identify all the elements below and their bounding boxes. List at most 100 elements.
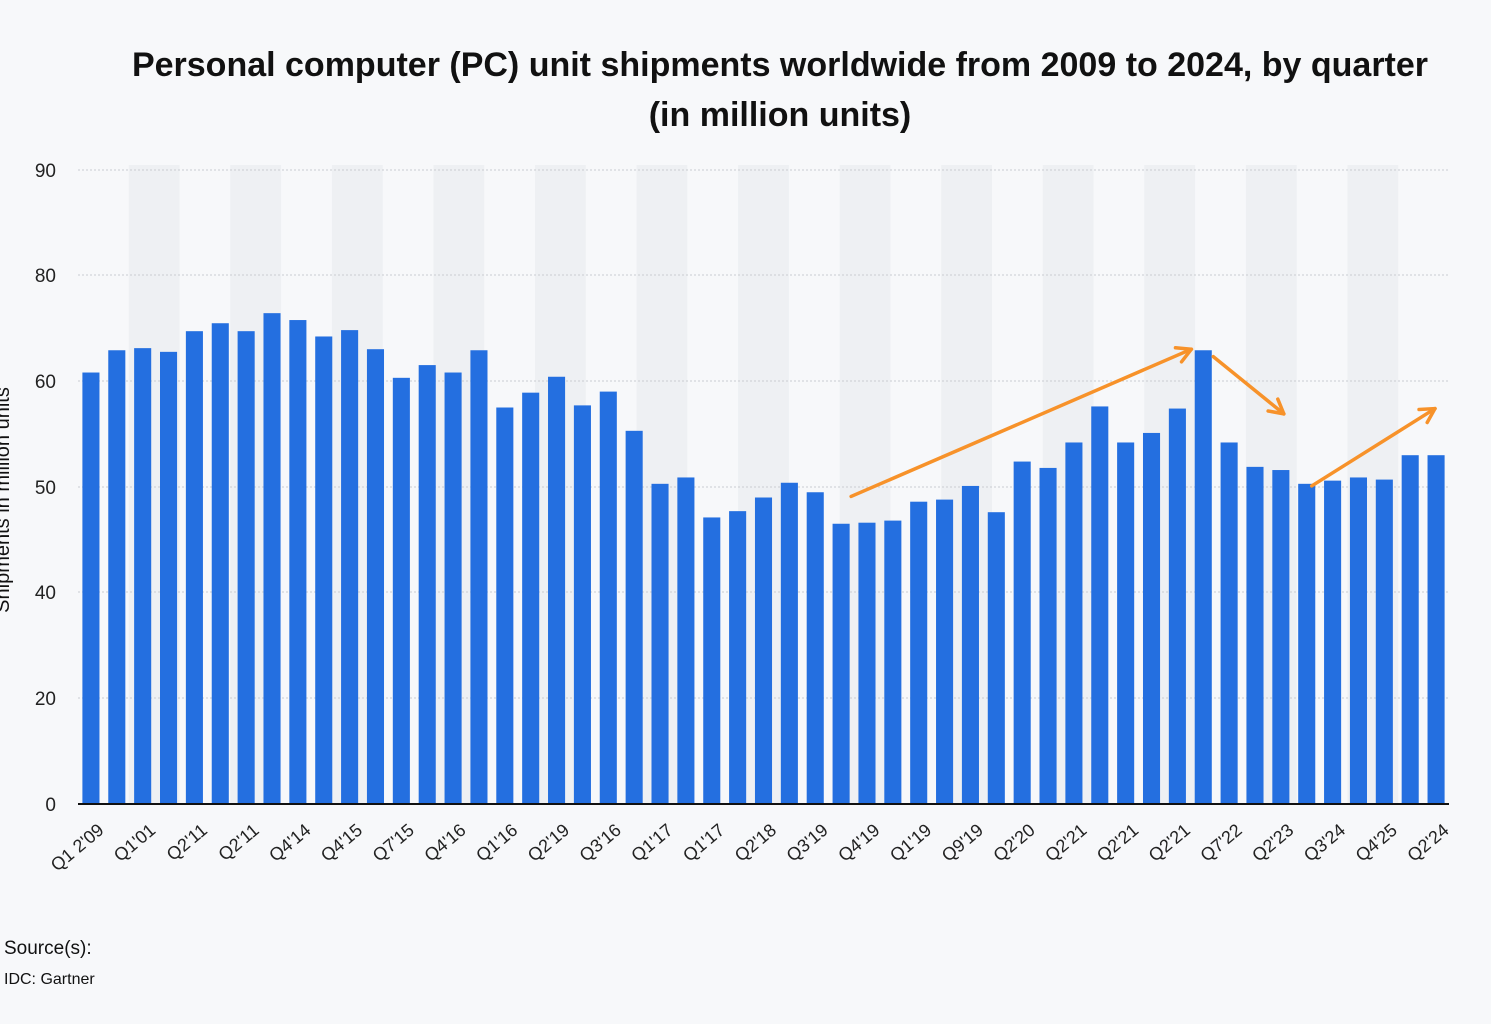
bar-chart: 0 20 40 50 60 80 90 Shipments in million units… <box>0 161 1453 875</box>
bar <box>1039 467 1057 804</box>
y-tick-label: 50 <box>35 478 56 499</box>
bar <box>987 512 1005 804</box>
bar <box>1246 466 1264 804</box>
bar <box>289 320 307 804</box>
bar <box>1091 406 1109 804</box>
y-tick-label: 90 <box>35 161 56 182</box>
bar <box>1272 470 1290 804</box>
bar <box>237 331 255 804</box>
x-axis-tick-labels: Q1 2'09 Q1'01 Q2'11 Q2'11 Q4'14 Q4'15 Q7'15 Q4'… <box>47 820 1453 875</box>
bar <box>651 483 669 804</box>
x-tick-label: Q2'21 <box>1093 820 1142 866</box>
x-tick-label: Q2'21 <box>1041 820 1090 866</box>
bar <box>910 501 928 804</box>
bar <box>961 485 979 804</box>
x-tick-label: Q1'16 <box>472 820 521 866</box>
trend-arrow-head <box>1266 397 1286 416</box>
bar <box>884 520 902 804</box>
bar <box>522 392 540 804</box>
x-tick-label: Q3'19 <box>783 820 832 866</box>
bar <box>1142 432 1161 804</box>
bar <box>341 330 359 804</box>
bar <box>1013 461 1031 804</box>
bar <box>858 522 876 804</box>
x-tick-label: Q2'20 <box>990 820 1039 866</box>
trend-arrow-head <box>1417 406 1437 425</box>
x-tick-label: Q2'21 <box>1145 820 1194 866</box>
bar <box>754 497 773 804</box>
bar <box>677 477 695 804</box>
bar <box>392 377 410 804</box>
x-tick-label: Q1 2'09 <box>47 820 108 875</box>
x-tick-label: Q4'25 <box>1352 820 1401 866</box>
x-tick-label: Q2'24 <box>1403 820 1452 866</box>
bar <box>134 348 152 804</box>
chart-title: Personal computer (PC) unit shipments wo… <box>80 40 1480 140</box>
bar <box>806 492 824 804</box>
source-value: IDC: Gartner <box>4 971 95 988</box>
x-tick-label: Q1'01 <box>110 820 159 866</box>
bar <box>1220 442 1238 804</box>
bar <box>470 350 488 804</box>
trend-arrow-line <box>849 347 1194 499</box>
bar <box>832 523 850 804</box>
x-tick-label: Q2'18 <box>731 820 780 866</box>
bar <box>82 372 100 804</box>
source-label: Source(s): <box>4 938 92 959</box>
bar <box>1298 483 1316 804</box>
trend-arrows <box>849 345 1437 499</box>
bar <box>1117 442 1135 804</box>
bar <box>1349 477 1367 804</box>
bar <box>599 391 617 804</box>
trend-arrow-head <box>1173 345 1194 364</box>
bar <box>1427 455 1445 804</box>
bar <box>548 376 566 804</box>
bar <box>780 482 798 804</box>
bar <box>211 323 229 804</box>
x-tick-label: Q2'19 <box>524 820 573 866</box>
bar <box>703 517 721 804</box>
bar <box>263 313 281 804</box>
y-tick-label: 40 <box>35 583 56 604</box>
bar <box>1324 480 1342 804</box>
y-tick-label: 0 <box>45 795 56 816</box>
x-tick-label: Q7'15 <box>369 820 418 866</box>
y-tick-label: 20 <box>35 689 56 710</box>
bar <box>573 405 591 804</box>
x-tick-label: Q2'23 <box>1248 820 1297 866</box>
bar <box>1168 408 1186 804</box>
x-tick-label: Q1'17 <box>627 820 676 866</box>
x-tick-label: Q4'19 <box>834 820 883 866</box>
bar <box>625 430 643 804</box>
trend-arrow-line <box>1211 354 1286 416</box>
trend-arrow-line <box>1309 406 1437 488</box>
bar <box>185 331 203 804</box>
y-tick-label: 60 <box>35 372 56 393</box>
bar <box>496 407 514 804</box>
x-tick-label: Q3'24 <box>1300 820 1349 866</box>
bar <box>1194 350 1212 804</box>
x-tick-label: Q3'16 <box>576 820 625 866</box>
x-tick-label: Q2'11 <box>215 820 263 865</box>
bar <box>160 351 178 804</box>
x-tick-label: Q4'14 <box>265 820 314 866</box>
chart-title-line-1: Personal computer (PC) unit shipments wo… <box>131 46 1429 84</box>
chart-title-line-2: (in million units) <box>648 96 912 134</box>
x-tick-label: Q9'19 <box>938 820 987 866</box>
bar <box>366 349 385 804</box>
x-tick-label: Q1'19 <box>886 820 935 866</box>
x-tick-label: Q4'15 <box>317 820 366 866</box>
x-tick-label: Q1'17 <box>679 820 728 866</box>
bar <box>418 365 436 804</box>
y-axis-title: Shipments in million units <box>0 387 14 613</box>
bar <box>936 499 954 804</box>
bar <box>315 336 333 804</box>
bar <box>1401 455 1419 804</box>
y-axis-ticks: 0 20 40 50 60 80 90 <box>35 161 56 816</box>
bar <box>729 511 747 804</box>
y-tick-label: 80 <box>35 266 56 287</box>
x-tick-label: Q4'16 <box>420 820 469 866</box>
x-tick-label: Q7'22 <box>1196 820 1245 866</box>
bar <box>1375 479 1393 804</box>
x-tick-label: Q2'11 <box>163 820 211 865</box>
